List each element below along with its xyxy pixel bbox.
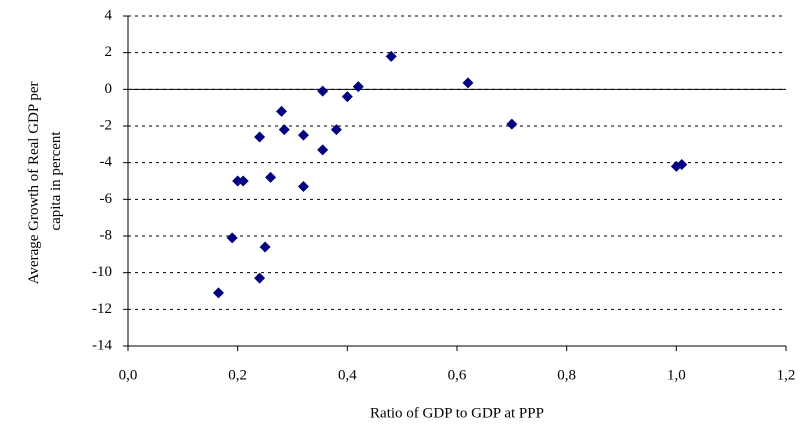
x-tick-label: 0,2 [228, 367, 247, 383]
data-point [506, 118, 518, 130]
data-point [297, 181, 309, 192]
data-point [297, 129, 309, 141]
data-point [352, 81, 364, 93]
y-tick-label: 2 [105, 44, 113, 60]
x-tick-label: 1,0 [667, 367, 686, 383]
y-tick-label: -12 [92, 301, 112, 317]
data-point [278, 124, 290, 136]
y-tick-label: -10 [92, 264, 112, 280]
data-point [265, 171, 277, 183]
y-tick-label: 4 [105, 7, 113, 23]
data-point [317, 144, 329, 156]
data-point [276, 105, 288, 117]
x-tick-label: 0,4 [338, 367, 357, 383]
y-axis-label: Average Growth of Real GDP per capita in… [26, 78, 64, 285]
x-tick-label: 1,2 [777, 367, 796, 383]
data-point [254, 272, 266, 284]
data-point [330, 124, 342, 136]
x-tick-label: 0,8 [557, 367, 576, 383]
y-tick-label: -6 [100, 191, 113, 207]
y-tick-label: -14 [92, 337, 112, 353]
y-axis-label-line: capita in percent [48, 131, 64, 231]
data-point [212, 287, 224, 299]
data-point [317, 85, 329, 97]
data-point [341, 91, 353, 103]
y-tick-label: -8 [100, 227, 113, 243]
x-tick-label: 0,6 [448, 367, 467, 383]
y-tick-label: 0 [105, 81, 113, 97]
y-tick-label: -2 [100, 117, 113, 133]
data-point [226, 232, 238, 244]
data-point [462, 77, 474, 89]
x-axis-label: Ratio of GDP to GDP at PPP [370, 405, 544, 421]
data-point [676, 159, 688, 170]
x-tick-label: 0,0 [119, 367, 138, 383]
data-point [385, 50, 397, 62]
y-axis-label-line: Average Growth of Real GDP per [26, 81, 42, 284]
y-tick-label: -4 [100, 154, 113, 170]
data-point [259, 241, 271, 253]
data-point [254, 131, 266, 143]
data-point [237, 175, 249, 187]
